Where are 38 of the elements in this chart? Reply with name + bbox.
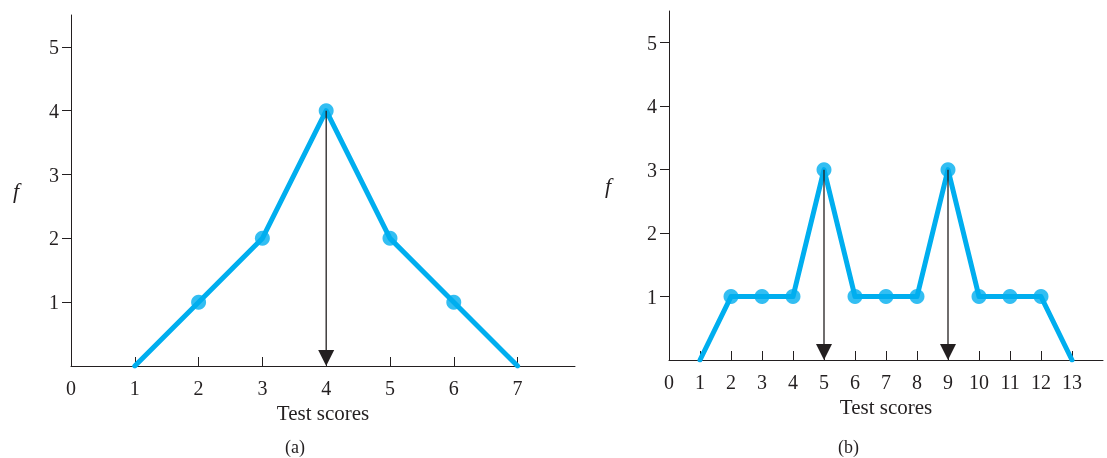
x-tick-label: 9	[943, 371, 953, 393]
x-tick-label: 3	[757, 371, 767, 393]
y-axis-title: f	[604, 173, 614, 198]
x-tick-label: 0	[664, 371, 674, 393]
text: (a)	[285, 437, 305, 458]
y-tick-label: 3	[49, 163, 59, 186]
x-tick-label: 2	[726, 371, 736, 393]
x-axis-title: Test scores	[839, 395, 933, 420]
x-tick-label: 7	[512, 377, 523, 399]
x-axis-title: Test scores	[276, 401, 370, 426]
y-tick-label: 5	[647, 31, 657, 54]
x-tick-label: 7	[881, 371, 891, 393]
x-tick-label: 11	[1000, 371, 1020, 393]
x-tick-label: 10	[969, 371, 989, 393]
y-tick-label: 1	[49, 291, 59, 314]
x-tick-label: 1	[129, 377, 140, 399]
text: (b)	[838, 437, 860, 458]
x-tick-label: 1	[695, 371, 705, 393]
x-tick-label: 8	[912, 371, 922, 393]
y-tick-label: 4	[49, 99, 59, 122]
x-tick-label: 4	[321, 377, 332, 399]
y-tick-label: 3	[647, 158, 657, 181]
y-tick-label: 4	[647, 95, 657, 118]
x-tick-label: 5	[819, 371, 829, 393]
x-tick-label: 6	[448, 377, 459, 399]
y-tick-label: 2	[647, 222, 657, 245]
y-axis-title: f	[12, 178, 22, 203]
y-tick-label: 2	[49, 227, 59, 250]
x-tick-label: 4	[788, 371, 798, 393]
x-tick-label: 13	[1062, 371, 1082, 393]
x-tick-label: 5	[384, 377, 395, 399]
x-tick-label: 12	[1031, 371, 1051, 393]
x-tick-label: 0	[66, 377, 76, 399]
y-tick-label: 1	[647, 285, 657, 308]
x-tick-label: 6	[850, 371, 860, 393]
x-tick-label: 3	[257, 377, 268, 399]
y-tick-label: 5	[49, 35, 59, 58]
x-tick-label: 2	[193, 377, 204, 399]
